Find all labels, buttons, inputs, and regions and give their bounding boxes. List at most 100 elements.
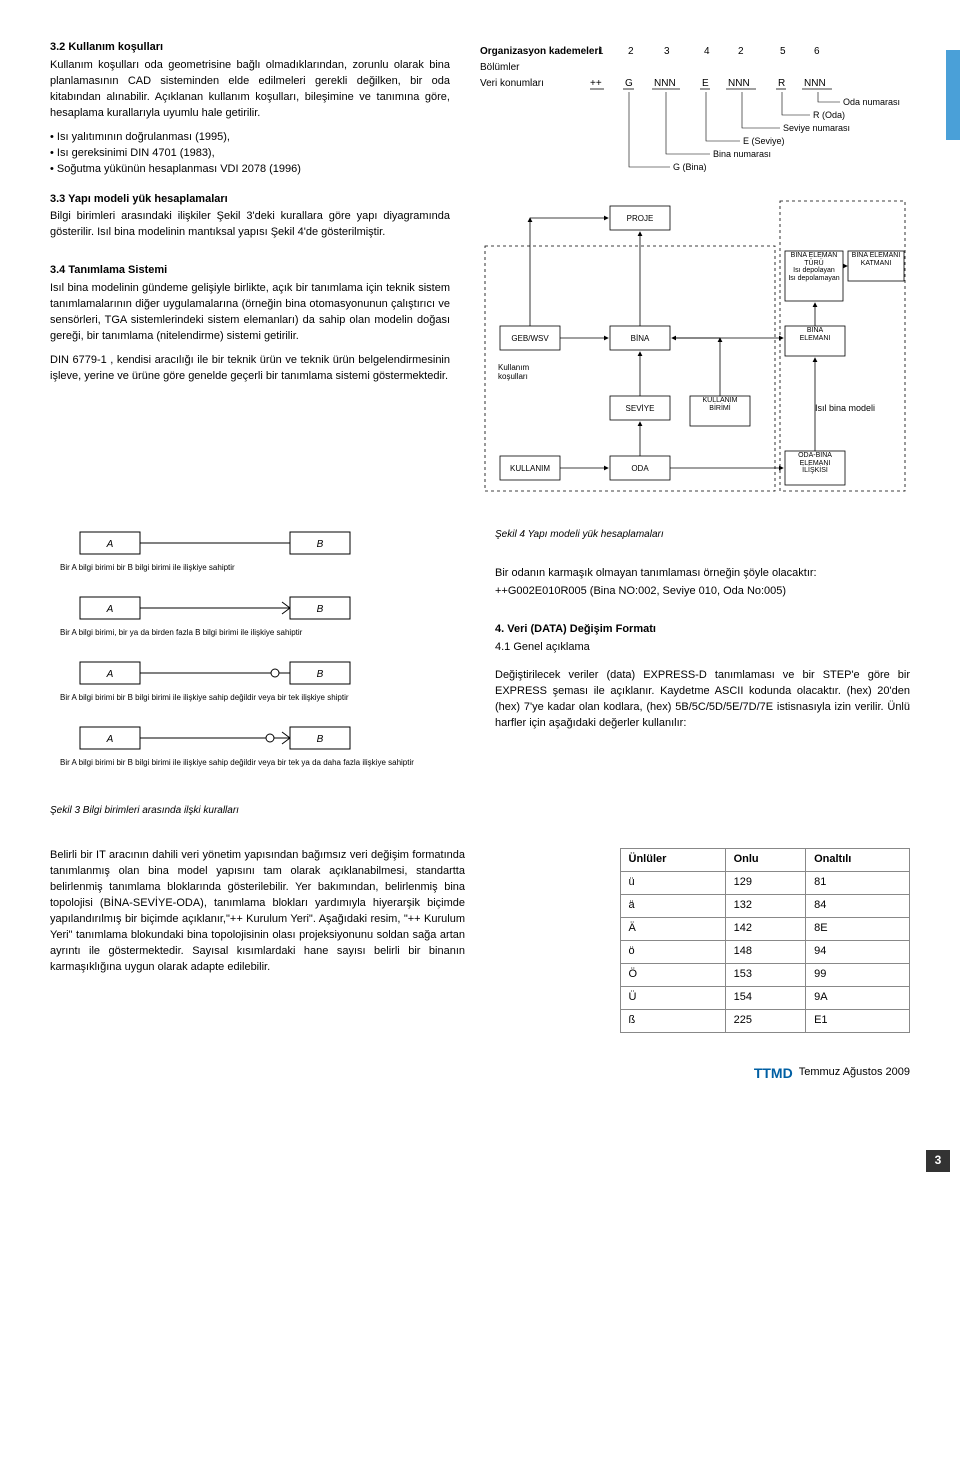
table-cell: ä bbox=[620, 895, 725, 918]
table-row: ä13284 bbox=[620, 895, 910, 918]
table-cell: 225 bbox=[725, 1009, 806, 1032]
table-cell: 94 bbox=[806, 941, 910, 964]
sec-3-3-title: 3.3 Yapı modeli yük hesaplamaları bbox=[50, 192, 450, 208]
svg-text:Bina numarası: Bina numarası bbox=[713, 149, 771, 159]
svg-text:3: 3 bbox=[664, 46, 670, 57]
figure-4-block-diagram: PROJE BİNA ELEMANTÜRÜIsı depolayanIsı de… bbox=[480, 196, 910, 496]
top-columns: 3.2 Kullanım koşulları Kullanım koşullar… bbox=[50, 40, 910, 502]
figure-3-relations: A B Bir A bilgi birimi bir B bilgi birim… bbox=[50, 522, 430, 792]
svg-text:GEB/WSV: GEB/WSV bbox=[511, 334, 549, 343]
sec-3-3-p1: Bilgi birimleri arasındaki ilişkiler Şek… bbox=[50, 209, 450, 241]
svg-text:KULLANIM: KULLANIM bbox=[510, 464, 550, 473]
svg-text:Bir A bilgi birimi bir B bilgi: Bir A bilgi birimi bir B bilgi birimi il… bbox=[60, 758, 414, 767]
svg-text:Isıl bina modeli: Isıl bina modeli bbox=[815, 403, 875, 413]
table-cell: 142 bbox=[725, 918, 806, 941]
mid-p2: ++G002E010R005 (Bina NO:002, Seviye 010,… bbox=[495, 584, 910, 600]
left-text-column: 3.2 Kullanım koşulları Kullanım koşullar… bbox=[50, 40, 450, 502]
table-cell: Ü bbox=[620, 986, 725, 1009]
middle-columns: A B Bir A bilgi birimi bir B bilgi birim… bbox=[50, 522, 910, 828]
svg-text:E (Seviye): E (Seviye) bbox=[743, 136, 785, 146]
svg-text:5: 5 bbox=[780, 46, 786, 57]
sec-3-2-li3: Soğutma yükünün hesaplanması VDI 2078 (1… bbox=[50, 162, 450, 178]
svg-text:2: 2 bbox=[628, 46, 634, 57]
svg-text:Oda numarası: Oda numarası bbox=[843, 97, 900, 107]
th-unluler: Ünlüler bbox=[620, 849, 725, 872]
svg-text:B: B bbox=[317, 734, 324, 745]
bottom-text-column: Belirli bir IT aracının dahili veri yöne… bbox=[50, 848, 465, 1033]
svg-text:A: A bbox=[106, 604, 114, 615]
table-cell: 153 bbox=[725, 964, 806, 987]
table-cell: 99 bbox=[806, 964, 910, 987]
svg-text:2: 2 bbox=[738, 46, 744, 57]
svg-text:PROJE: PROJE bbox=[627, 214, 654, 223]
sec-3-2-title: 3.2 Kullanım koşulları bbox=[50, 40, 450, 56]
svg-text:G: G bbox=[625, 78, 633, 89]
side-color-tab bbox=[946, 50, 960, 140]
svg-text:NNN: NNN bbox=[654, 78, 676, 89]
svg-text:Bir A bilgi birimi bir B bilgi: Bir A bilgi birimi bir B bilgi birimi il… bbox=[60, 693, 349, 702]
page-number-badge: 3 bbox=[926, 1150, 950, 1172]
sec-3-2-li1: Isı yalıtımının doğrulanması (1995), bbox=[50, 130, 450, 146]
table-row: Ü1549A bbox=[620, 986, 910, 1009]
right-figures-column: Organizasyon kademeleri Bölümler Veri ko… bbox=[480, 40, 910, 502]
bottom-columns: Belirli bir IT aracının dahili veri yöne… bbox=[50, 848, 910, 1033]
sec-3-4-p2: DIN 6779-1 , kendisi aracılığı ile bir t… bbox=[50, 353, 450, 385]
svg-text:NNN: NNN bbox=[728, 78, 750, 89]
svg-text:ODA: ODA bbox=[631, 464, 649, 473]
svg-text:R (Oda): R (Oda) bbox=[813, 110, 845, 120]
svg-text:Veri konumları: Veri konumları bbox=[480, 78, 544, 89]
table-cell: 84 bbox=[806, 895, 910, 918]
svg-text:A: A bbox=[106, 669, 114, 680]
svg-text:NNN: NNN bbox=[804, 78, 826, 89]
table-cell: ü bbox=[620, 872, 725, 895]
table-row: ü12981 bbox=[620, 872, 910, 895]
svg-text:6: 6 bbox=[814, 46, 820, 57]
page-footer: TTMD Temmuz Ağustos 2009 bbox=[50, 1063, 910, 1083]
naming-scheme-figure: Organizasyon kademeleri Bölümler Veri ko… bbox=[480, 40, 900, 190]
svg-text:Seviye numarası: Seviye numarası bbox=[783, 123, 850, 133]
svg-text:A: A bbox=[106, 734, 114, 745]
sec-4-title: 4. Veri (DATA) Değişim Formatı bbox=[495, 622, 910, 638]
sec-3-2-list: Isı yalıtımının doğrulanması (1995), Isı… bbox=[50, 130, 450, 178]
table-cell: 9A bbox=[806, 986, 910, 1009]
bottom-p1: Belirli bir IT aracının dahili veri yöne… bbox=[50, 848, 465, 976]
sec-4-p1: Değiştirilecek veriler (data) EXPRESS-D … bbox=[495, 668, 910, 732]
table-cell: 148 bbox=[725, 941, 806, 964]
table-row: Ö15399 bbox=[620, 964, 910, 987]
table-cell: ß bbox=[620, 1009, 725, 1032]
svg-text:Bir A bilgi birimi, bir ya da: Bir A bilgi birimi, bir ya da birden faz… bbox=[60, 628, 303, 637]
sec-3-2-p1: Kullanım koşulları oda geometrisine bağl… bbox=[50, 58, 450, 122]
svg-text:A: A bbox=[106, 539, 114, 550]
table-cell: 154 bbox=[725, 986, 806, 1009]
svg-text:R: R bbox=[778, 78, 785, 89]
svg-text:Bölümler: Bölümler bbox=[480, 62, 520, 73]
svg-text:B: B bbox=[317, 604, 324, 615]
mid-p1: Bir odanın karmaşık olmayan tanımlaması … bbox=[495, 566, 910, 582]
th-onlu: Onlu bbox=[725, 849, 806, 872]
svg-text:1: 1 bbox=[598, 46, 604, 57]
th-onaltili: Onaltılı bbox=[806, 849, 910, 872]
svg-text:Bir A bilgi birimi bir B bilgi: Bir A bilgi birimi bir B bilgi birimi il… bbox=[60, 563, 235, 572]
table-cell: 129 bbox=[725, 872, 806, 895]
table-row: ö14894 bbox=[620, 941, 910, 964]
svg-text:B: B bbox=[317, 539, 324, 550]
char-table-column: Ünlüler Onlu Onaltılı ü12981ä13284Ä1428E… bbox=[495, 848, 910, 1033]
svg-text:Organizasyon kademeleri: Organizasyon kademeleri bbox=[480, 46, 601, 57]
figure-4-caption: Şekil 4 Yapı modeli yük hesaplamaları bbox=[495, 528, 910, 543]
svg-text:B: B bbox=[317, 669, 324, 680]
table-cell: Ö bbox=[620, 964, 725, 987]
table-row: Ä1428E bbox=[620, 918, 910, 941]
sec-4-sub: 4.1 Genel açıklama bbox=[495, 640, 910, 656]
table-cell: Ä bbox=[620, 918, 725, 941]
sec-3-2-li2: Isı gereksinimi DIN 4701 (1983), bbox=[50, 146, 450, 162]
sec-3-4-title: 3.4 Tanımlama Sistemi bbox=[50, 263, 450, 279]
footer-text: Temmuz Ağustos 2009 bbox=[799, 1065, 910, 1081]
sec-3-4-p1: Isıl bina modelinin gündeme gelişiyle bi… bbox=[50, 281, 450, 345]
figure-3-column: A B Bir A bilgi birimi bir B bilgi birim… bbox=[50, 522, 465, 828]
svg-text:SEVİYE: SEVİYE bbox=[626, 404, 655, 413]
table-row: ß225E1 bbox=[620, 1009, 910, 1032]
table-cell: 81 bbox=[806, 872, 910, 895]
svg-text:++: ++ bbox=[590, 78, 602, 89]
table-cell: E1 bbox=[806, 1009, 910, 1032]
middle-right-text: Şekil 4 Yapı modeli yük hesaplamaları Bi… bbox=[495, 522, 910, 828]
